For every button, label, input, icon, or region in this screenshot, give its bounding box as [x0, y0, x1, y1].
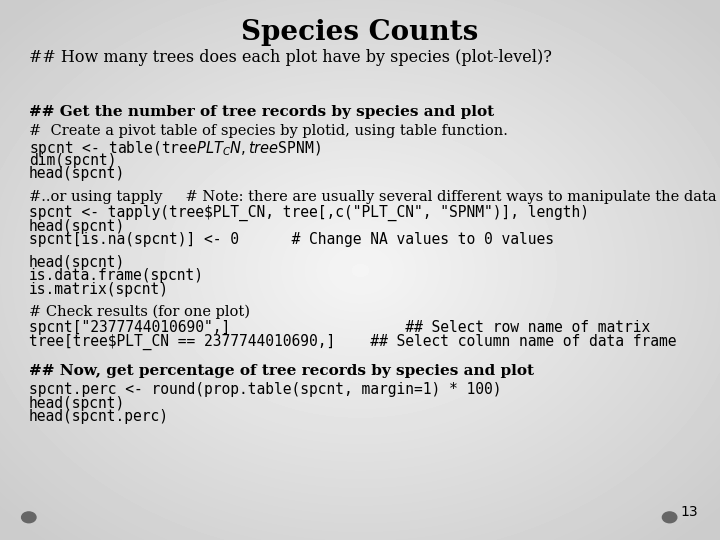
Text: spcnt <- table(tree$PLT_CN,  tree$SPNM): spcnt <- table(tree$PLT_CN, tree$SPNM)	[29, 139, 321, 158]
Text: tree[tree$PLT_CN == 2377744010690,]    ## Select column name of data frame: tree[tree$PLT_CN == 2377744010690,] ## S…	[29, 334, 676, 350]
Text: # Check results (for one plot): # Check results (for one plot)	[29, 305, 250, 320]
Text: is.data.frame(spcnt): is.data.frame(spcnt)	[29, 268, 204, 284]
Text: is.matrix(spcnt): is.matrix(spcnt)	[29, 282, 168, 297]
Text: head(spcnt): head(spcnt)	[29, 396, 125, 411]
Text: #  Create a pivot table of species by plotid, using table function.: # Create a pivot table of species by plo…	[29, 124, 508, 138]
Text: spcnt.perc <- round(prop.table(spcnt, margin=1) * 100): spcnt.perc <- round(prop.table(spcnt, ma…	[29, 382, 501, 397]
Text: #..or using tapply     # Note: there are usually several different ways to manip: #..or using tapply # Note: there are usu…	[29, 190, 716, 204]
Text: head(spcnt): head(spcnt)	[29, 166, 125, 181]
Text: dim(spcnt): dim(spcnt)	[29, 153, 117, 168]
Text: head(spcnt.perc): head(spcnt.perc)	[29, 409, 168, 424]
Text: spcnt[is.na(spcnt)] <- 0      # Change NA values to 0 values: spcnt[is.na(spcnt)] <- 0 # Change NA val…	[29, 232, 554, 247]
Text: Species Counts: Species Counts	[241, 19, 479, 46]
Text: ## Get the number of tree records by species and plot: ## Get the number of tree records by spe…	[29, 105, 494, 119]
Text: ## Now, get percentage of tree records by species and plot: ## Now, get percentage of tree records b…	[29, 364, 534, 379]
Text: spcnt["2377744010690",]                    ## Select row name of matrix: spcnt["2377744010690",] ## Select row na…	[29, 320, 650, 335]
Text: head(spcnt): head(spcnt)	[29, 219, 125, 234]
Text: ## How many trees does each plot have by species (plot-level)?: ## How many trees does each plot have by…	[29, 49, 552, 65]
Text: 13: 13	[680, 505, 698, 519]
Circle shape	[662, 512, 677, 523]
Text: head(spcnt): head(spcnt)	[29, 255, 125, 270]
Circle shape	[22, 512, 36, 523]
Text: spcnt <- tapply(tree$PLT_CN, tree[,c("PLT_CN", "SPNM")], length): spcnt <- tapply(tree$PLT_CN, tree[,c("PL…	[29, 205, 589, 221]
